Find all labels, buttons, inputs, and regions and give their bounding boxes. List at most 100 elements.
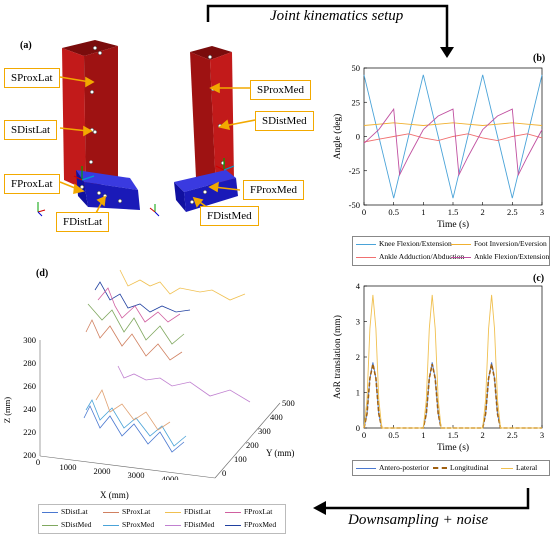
y-tick: 300 [258, 426, 271, 436]
x-tick-label: 0 [362, 207, 366, 217]
x-tick-label: 0.5 [388, 207, 399, 217]
x-tick-label: 1 [421, 207, 425, 217]
top-flow-arrowhead [440, 47, 454, 58]
legend-swatch [165, 524, 181, 526]
y-tick-label: 25 [352, 97, 361, 107]
y-axis-ticks: 0 100 200 300 400 500 [222, 398, 295, 478]
legend-swatch [225, 511, 241, 513]
trajectory-orange-lower [95, 389, 171, 431]
top-flow-label: Joint kinematics setup [270, 8, 404, 24]
legend-sproxlat-label: SProxLat [122, 507, 151, 516]
bottom-flow-arrowhead [313, 501, 326, 515]
legend-fproxmed-label: FProxMed [244, 520, 277, 529]
trajectory-fproxlat [97, 287, 181, 323]
trajectory-fdistlat [119, 269, 246, 301]
x-axis-label-3d: X (mm) [100, 490, 129, 500]
x-tick-label: 1.5 [448, 430, 459, 440]
label-fproxlat: FProxLat [4, 174, 60, 194]
legend-ankle-flexion-label: Ankle Flexion/Extension [474, 252, 550, 261]
x-tick-label: 1.5 [448, 207, 459, 217]
legend-fdistmed: FDistMed [165, 520, 214, 529]
z-tick: 260 [23, 381, 36, 391]
x-tick-label: 2.5 [507, 207, 518, 217]
z-axis-ticks: 300 280 260 240 220 200 [23, 335, 36, 460]
legend-lateral: Lateral [501, 463, 537, 472]
legend-antero-posterior-label: Antero-posterior [379, 463, 429, 472]
label-sproxmed: SProxMed [250, 80, 312, 100]
legend-ankle-adduction: Ankle Adduction/Abduction [356, 252, 464, 261]
y-tick: 0 [222, 468, 226, 478]
y-tick-label: -25 [349, 166, 360, 176]
trajectory-sdistlat [83, 405, 185, 453]
panel-b-letter: (b) [533, 53, 546, 64]
legend-knee-flexion-label: Knee Flexion/Extension [379, 239, 452, 248]
legend-swatch [356, 243, 376, 245]
legend-sdistmed: SDistMed [42, 520, 91, 529]
x-tick-label: 3 [540, 207, 544, 217]
legend-swatch [501, 467, 513, 469]
x-tick: 5000 [198, 479, 215, 480]
z-axis-label: Z (mm) [2, 397, 12, 423]
legend-sdistlat-label: SDistLat [61, 507, 88, 516]
legend-fdistmed-label: FDistMed [184, 520, 215, 529]
legend-knee-flexion: Knee Flexion/Extension [356, 239, 452, 248]
marker-leader-arrows [59, 76, 256, 216]
trajectory-sdistmed [87, 303, 185, 345]
legend-sproxmed-label: SProxMed [122, 520, 155, 529]
legend-swatch [356, 256, 376, 258]
x-tick-label: 0 [362, 430, 366, 440]
aor-chart-legend: Antero-posterior Longitudinal Lateral [352, 460, 550, 476]
y-tick: 100 [234, 454, 247, 464]
legend-longitudinal: Longitudinal [433, 463, 489, 472]
label-fdistlat: FDistLat [56, 212, 110, 232]
marker-trajectories-3d-plot: 300 280 260 240 220 200 Z (mm) 0 1000 20… [2, 269, 295, 480]
label-sdistmed: SDistMed [255, 111, 314, 131]
legend-fproxlat-label: FProxLat [244, 507, 273, 516]
x-axis-ticks: 0 1000 2000 3000 4000 5000 [36, 457, 215, 480]
series-line-ankle-flexion-extension [363, 107, 543, 177]
legend-lateral-label: Lateral [516, 463, 538, 472]
legend-swatch [165, 511, 181, 513]
label-fproxmed: FProxMed [243, 180, 305, 200]
x-tick-label: 0.5 [388, 430, 399, 440]
legend-sproxmed: SProxMed [103, 520, 154, 529]
series-line-ankle-adduction-abduction [363, 133, 543, 143]
legend-swatch [451, 243, 471, 245]
trajectory-legend: SDistLat SProxLat FDistLat FProxLat SDis… [38, 504, 286, 534]
panel-c-letter: (c) [533, 273, 545, 284]
legend-swatch [103, 511, 119, 513]
legend-ankle-flexion: Ankle Flexion/Extension [451, 252, 549, 261]
y-tick-label: 4 [356, 281, 361, 291]
legend-swatch [103, 524, 119, 526]
left-shank-segment [62, 40, 118, 190]
x-tick: 0 [36, 457, 40, 467]
label-sproxlat: SProxLat [4, 68, 60, 88]
z-tick: 240 [23, 404, 36, 414]
series-line-lateral [363, 294, 542, 429]
left-foot-segment [76, 170, 140, 210]
x-tick: 1000 [60, 462, 77, 472]
y-tick-label: 50 [352, 63, 361, 73]
legend-swatch [42, 524, 58, 526]
z-tick: 300 [23, 335, 36, 345]
label-fdistmed: FDistMed [200, 206, 259, 226]
legend-swatch [42, 511, 58, 513]
y-tick-label: -50 [349, 200, 360, 210]
series-line-knee-flexion-extension [363, 74, 543, 199]
joint-axes-right [215, 158, 235, 171]
x-tick-label: 3 [540, 430, 544, 440]
kinematics-angle-chart: 0 0.5 1 1.5 2 2.5 3 50 25 0 -25 -50 Time (s) Angle (d… [332, 63, 544, 230]
trajectory-sproxmed [85, 399, 187, 447]
panel-d-letter: (d) [36, 268, 49, 279]
legend-sdistmed-label: SDistMed [61, 520, 92, 529]
legend-sproxlat: SProxLat [103, 507, 150, 516]
legend-foot-inversion: Foot Inversion/Eversion [451, 239, 547, 248]
angle-chart-legend: Knee Flexion/Extension Foot Inversion/Ev… [352, 236, 550, 266]
bottom-flow-arrow [324, 488, 530, 510]
legend-antero-posterior: Antero-posterior [356, 463, 429, 472]
trajectory-fproxmed [94, 281, 191, 313]
y-tick-label: 2 [356, 352, 360, 362]
y-tick-label: 0 [356, 132, 360, 142]
series-line-antero-posterior [363, 362, 542, 429]
